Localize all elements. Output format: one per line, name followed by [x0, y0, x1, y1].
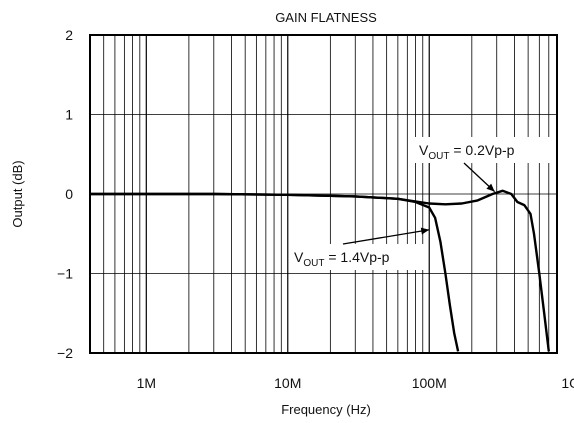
- y-tick-label: −1: [57, 266, 73, 282]
- x-axis-title: Frequency (Hz): [281, 402, 371, 417]
- series-lines: [90, 189, 550, 352]
- x-tick-label: 1M: [137, 375, 156, 391]
- x-tick-label: 10M: [274, 375, 301, 391]
- x-tick-label: 1G: [561, 375, 574, 391]
- plot-frame: [89, 34, 558, 354]
- annotation-vout-02-arrowhead: [486, 183, 495, 192]
- annotation-vout-02-label: VOUT = 0.2Vp-p: [419, 142, 515, 162]
- chart-title: GAIN FLATNESS: [275, 10, 377, 25]
- tick-labels: 1M 10M 100M 1G 2 1 0 −1 −2: [57, 27, 574, 391]
- annotation-vout-14-arrowhead: [420, 227, 430, 235]
- annotation-vout-14-label: VOUT = 1.4Vp-p: [294, 249, 390, 269]
- y-axis-title: Output (dB): [10, 160, 25, 227]
- y-tick-label: 2: [65, 27, 73, 43]
- x-tick-label: 100M: [412, 375, 447, 391]
- annotations: VOUT = 0.2Vp-p VOUT = 1.4Vp-p: [290, 137, 551, 270]
- y-tick-label: 0: [65, 186, 73, 202]
- y-tick-label: 1: [65, 107, 73, 123]
- y-tick-label: −2: [57, 345, 73, 361]
- annotation-vout-02-box: [415, 137, 551, 163]
- annotation-vout-14-box: [290, 244, 426, 270]
- series-line-1: [90, 189, 550, 352]
- annotation-vout-14-arrow: [342, 229, 430, 245]
- series-line-2: [90, 192, 460, 352]
